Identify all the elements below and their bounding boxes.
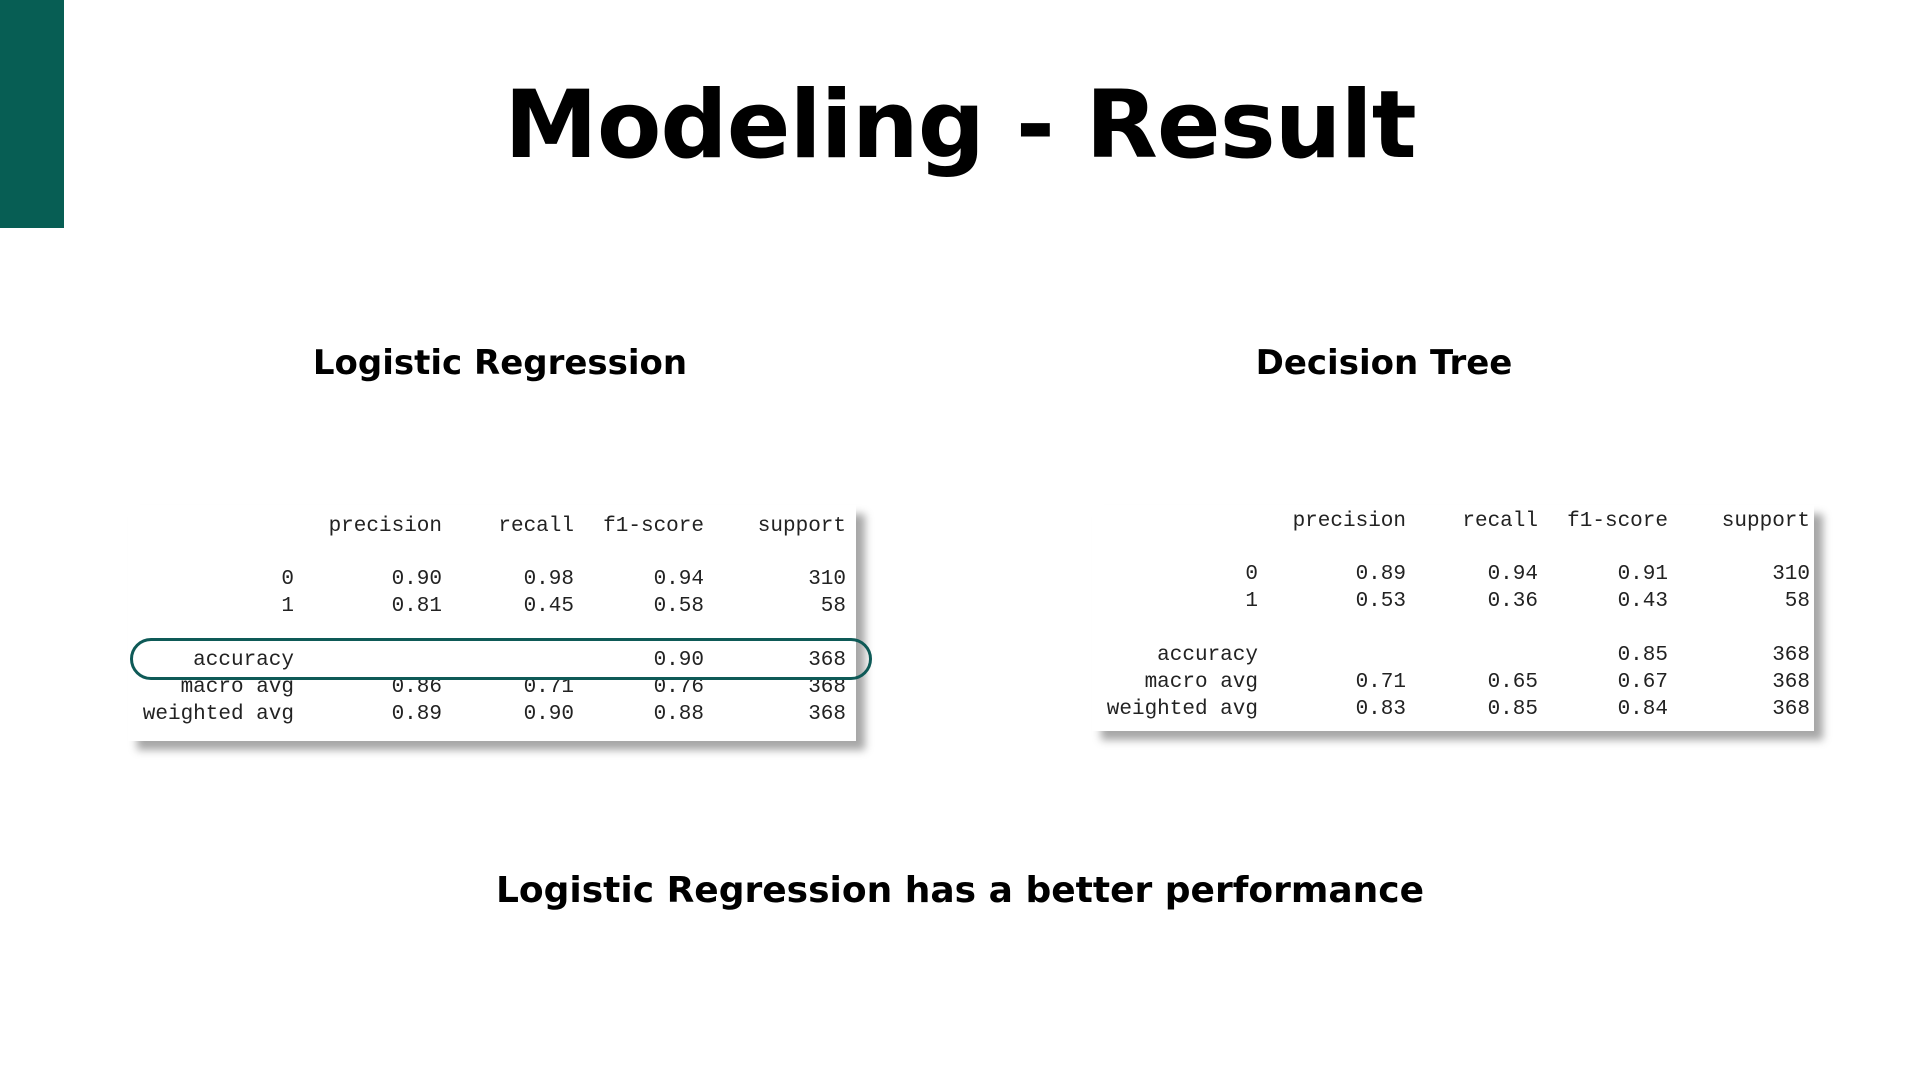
logistic-regression-report-table: precision recall f1-score support 0 0.90…	[128, 513, 846, 728]
spacer-row	[128, 540, 846, 566]
support-cell: 368	[1772, 698, 1810, 721]
support-cell: 58	[1784, 590, 1810, 613]
f1-score-cell: 0.76	[653, 676, 704, 699]
precision-cell: 0.71	[1355, 671, 1406, 694]
row-label: accuracy	[193, 649, 294, 672]
logistic-regression-report: precision recall f1-score support 0 0.90…	[128, 505, 856, 741]
decision-tree-report-table: precision recall f1-score support 0 0.89…	[1092, 508, 1810, 723]
slide-title: Modeling - Result	[504, 71, 1416, 180]
support-cell: 58	[820, 595, 846, 618]
recall-cell: 0.98	[523, 568, 574, 591]
row-label: weighted avg	[1106, 698, 1258, 721]
recall-cell: 0.36	[1487, 590, 1538, 613]
conclusion-text: Logistic Regression has a better perform…	[495, 870, 1425, 911]
row-label: 1	[281, 595, 294, 618]
support-cell: 310	[808, 568, 846, 591]
recall-cell: 0.94	[1487, 563, 1538, 586]
support-header: support	[1721, 510, 1810, 533]
support-cell: 368	[1772, 644, 1810, 667]
spacer-row	[1092, 535, 1810, 561]
f1-score-header: f1-score	[603, 515, 704, 538]
support-header: support	[757, 515, 846, 538]
row-label: macro avg	[180, 676, 294, 699]
f1-score-cell: 0.90	[653, 649, 704, 672]
row-label: macro avg	[1144, 671, 1258, 694]
precision-cell: 0.86	[391, 676, 442, 699]
f1-score-cell: 0.91	[1617, 563, 1668, 586]
f1-score-cell: 0.84	[1617, 698, 1668, 721]
support-cell: 368	[1772, 671, 1810, 694]
precision-cell: 0.89	[391, 703, 442, 726]
row-label: 1	[1245, 590, 1258, 613]
report-row-class-0: 0 0.89 0.94 0.91 310	[1092, 561, 1810, 588]
support-cell: 368	[808, 649, 846, 672]
decision-tree-report: precision recall f1-score support 0 0.89…	[1092, 505, 1814, 731]
precision-cell: 0.53	[1355, 590, 1406, 613]
recall-cell: 0.71	[523, 676, 574, 699]
report-header-row: precision recall f1-score support	[128, 513, 846, 540]
precision-cell	[1258, 642, 1406, 669]
accent-bar	[0, 0, 64, 228]
decision-tree-title: Decision Tree	[1255, 343, 1513, 383]
precision-cell: 0.81	[391, 595, 442, 618]
report-header-row: precision recall f1-score support	[1092, 508, 1810, 535]
recall-cell: 0.85	[1487, 698, 1538, 721]
row-label: 0	[1245, 563, 1258, 586]
recall-cell: 0.90	[523, 703, 574, 726]
support-cell: 368	[808, 703, 846, 726]
f1-score-cell: 0.43	[1617, 590, 1668, 613]
f1-score-cell: 0.58	[653, 595, 704, 618]
report-row-accuracy: accuracy 0.85 368	[1092, 642, 1810, 669]
f1-score-cell: 0.88	[653, 703, 704, 726]
support-cell: 310	[1772, 563, 1810, 586]
recall-cell: 0.45	[523, 595, 574, 618]
recall-header: recall	[1462, 510, 1538, 533]
row-label: accuracy	[1157, 644, 1258, 667]
report-row-accuracy: accuracy 0.90 368	[128, 647, 846, 674]
report-row-class-0: 0 0.90 0.98 0.94 310	[128, 566, 846, 593]
report-row-class-1: 1 0.53 0.36 0.43 58	[1092, 588, 1810, 615]
precision-header: precision	[1292, 510, 1406, 533]
report-row-weighted-avg: weighted avg 0.83 0.85 0.84 368	[1092, 696, 1810, 723]
precision-cell: 0.89	[1355, 563, 1406, 586]
report-row-macro-avg: macro avg 0.71 0.65 0.67 368	[1092, 669, 1810, 696]
f1-score-header: f1-score	[1567, 510, 1668, 533]
report-row-class-1: 1 0.81 0.45 0.58 58	[128, 593, 846, 620]
f1-score-cell: 0.85	[1617, 644, 1668, 667]
support-cell: 368	[808, 676, 846, 699]
f1-score-cell: 0.94	[653, 568, 704, 591]
f1-score-cell: 0.67	[1617, 671, 1668, 694]
row-label: weighted avg	[142, 703, 294, 726]
recall-cell	[1406, 642, 1538, 669]
spacer-row	[1092, 615, 1810, 642]
logistic-regression-title: Logistic Regression	[312, 343, 688, 383]
precision-cell: 0.83	[1355, 698, 1406, 721]
row-label-header	[128, 513, 294, 540]
recall-header: recall	[498, 515, 574, 538]
report-row-weighted-avg: weighted avg 0.89 0.90 0.88 368	[128, 701, 846, 728]
report-row-macro-avg: macro avg 0.86 0.71 0.76 368	[128, 674, 846, 701]
row-label: 0	[281, 568, 294, 591]
recall-cell: 0.65	[1487, 671, 1538, 694]
accuracy-highlight-outline	[130, 638, 872, 680]
precision-header: precision	[328, 515, 442, 538]
row-label-header	[1092, 508, 1258, 535]
precision-cell: 0.90	[391, 568, 442, 591]
